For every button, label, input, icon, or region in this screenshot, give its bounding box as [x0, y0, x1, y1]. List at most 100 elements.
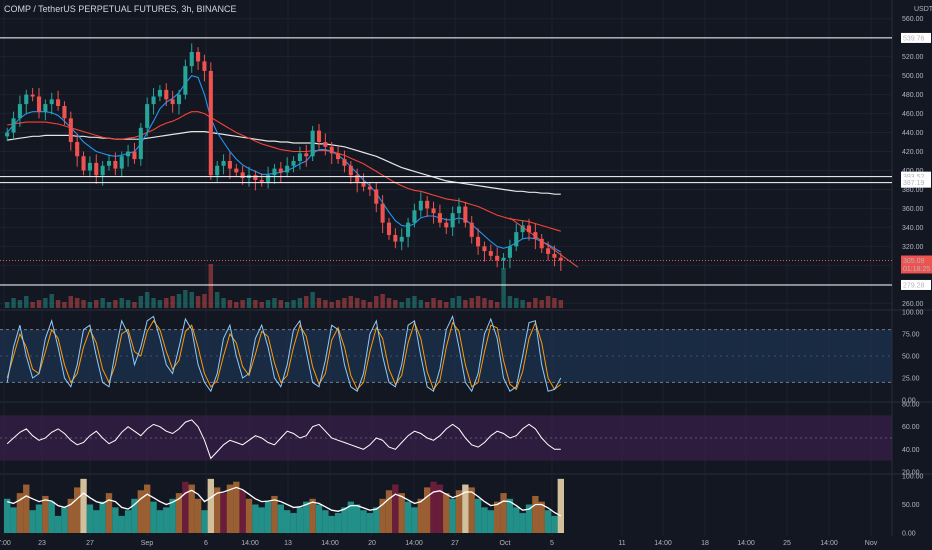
candle-body	[507, 246, 512, 258]
histogram-bar	[175, 493, 183, 533]
candle-body	[476, 236, 481, 247]
stoch-k-line	[6, 314, 562, 393]
histogram-bar	[354, 504, 361, 533]
candle-body	[367, 186, 372, 190]
volume-bar	[138, 296, 144, 308]
ma-mid-line	[7, 111, 561, 232]
histogram-bar	[124, 510, 132, 533]
histogram-bar	[328, 515, 335, 533]
volume-bar	[310, 292, 315, 308]
candle-body	[501, 257, 506, 261]
volume-bar	[456, 296, 462, 308]
hist-tick-label: 0.00	[902, 531, 916, 538]
volume-bar	[437, 300, 443, 308]
volume-bar	[284, 302, 290, 308]
osc-tick-label: 60.00	[902, 424, 920, 431]
time-tick-label: 6	[204, 540, 208, 547]
level-label: 539.76	[903, 35, 925, 42]
histogram-line	[7, 486, 562, 517]
volume-bar	[424, 302, 430, 308]
volume-bar	[214, 292, 220, 308]
time-tick-label: 27	[86, 540, 94, 547]
histogram-bar	[239, 490, 246, 533]
histogram-bar	[532, 495, 539, 533]
candle-body	[126, 151, 131, 157]
volume-bar	[469, 298, 474, 308]
volume-bar	[81, 300, 86, 308]
histogram-bar	[252, 504, 259, 533]
histogram-bar	[67, 498, 74, 533]
legend-exchange: BINANCE	[196, 4, 237, 14]
histogram-bar	[271, 495, 278, 533]
volume-bar	[297, 298, 303, 308]
candle-body	[49, 99, 54, 105]
candle-body	[291, 161, 296, 166]
histogram-bar	[86, 504, 94, 533]
candle-body	[81, 156, 86, 171]
candle-body	[75, 142, 80, 157]
histogram-bar	[80, 478, 87, 533]
candle-body	[11, 118, 16, 133]
volume-bar	[100, 298, 105, 308]
price-tick-label: 520.00	[902, 54, 924, 61]
volume-bar	[520, 300, 525, 308]
candle-body	[431, 208, 436, 214]
histogram-bar	[430, 481, 437, 533]
volume-bar	[265, 300, 271, 308]
volume-bar	[125, 300, 131, 308]
volume-bar	[183, 290, 188, 308]
histogram-bar	[54, 515, 62, 533]
histogram-bar	[112, 507, 119, 533]
level-label: 393.52	[903, 174, 925, 181]
volume-bar	[342, 298, 347, 308]
histogram-bar	[544, 510, 552, 533]
volume-bar	[323, 300, 328, 308]
histogram-bar	[169, 498, 176, 533]
rsi-tick-label: 0.00	[902, 398, 916, 405]
hist-tick-label: 100.00	[902, 474, 924, 481]
volume-bar	[227, 300, 233, 308]
candle-body	[380, 203, 385, 223]
candle-body	[342, 159, 347, 166]
volume-bar	[348, 296, 354, 308]
histogram-bar	[150, 501, 157, 533]
volume-bar	[11, 298, 16, 308]
volume-bar	[475, 296, 481, 308]
candle-body	[533, 232, 538, 239]
time-tick-label: 14:00	[820, 540, 838, 547]
volume-bar	[450, 298, 455, 308]
volume-bar	[514, 298, 519, 308]
candle-body	[418, 200, 423, 211]
histogram-bar	[182, 481, 189, 533]
histogram-bar	[303, 501, 310, 533]
time-tick-label: 14:00	[405, 540, 423, 547]
histogram-bar	[4, 498, 11, 533]
histogram-bar	[385, 490, 393, 533]
candle-body	[30, 94, 35, 97]
histogram-bar	[424, 487, 431, 533]
price-tick-label: 380.00	[902, 187, 924, 194]
time-tick-label: 5	[550, 540, 554, 547]
candle-body	[266, 175, 271, 182]
candle-body	[539, 238, 544, 249]
histogram-bar	[462, 484, 469, 533]
level-badge	[901, 279, 931, 290]
candle-body	[189, 51, 194, 67]
candle-body	[425, 200, 430, 209]
level-badge	[901, 32, 931, 43]
volume-bar	[106, 302, 112, 308]
histogram-bar	[449, 498, 456, 533]
candle-body	[329, 146, 334, 154]
candle-body	[399, 236, 404, 242]
chart-legend: COMP / TetherUS PERPETUAL FUTURES, 3h, B…	[4, 4, 237, 14]
volume-bar	[151, 298, 156, 308]
histogram-bar	[443, 493, 450, 533]
volume-bar	[374, 296, 379, 308]
candle-body	[552, 253, 557, 258]
volume-bar	[240, 300, 245, 308]
volume-bar	[526, 302, 532, 308]
histogram-bar	[10, 507, 17, 533]
volume-bar	[253, 300, 258, 308]
candle-body	[374, 189, 379, 204]
